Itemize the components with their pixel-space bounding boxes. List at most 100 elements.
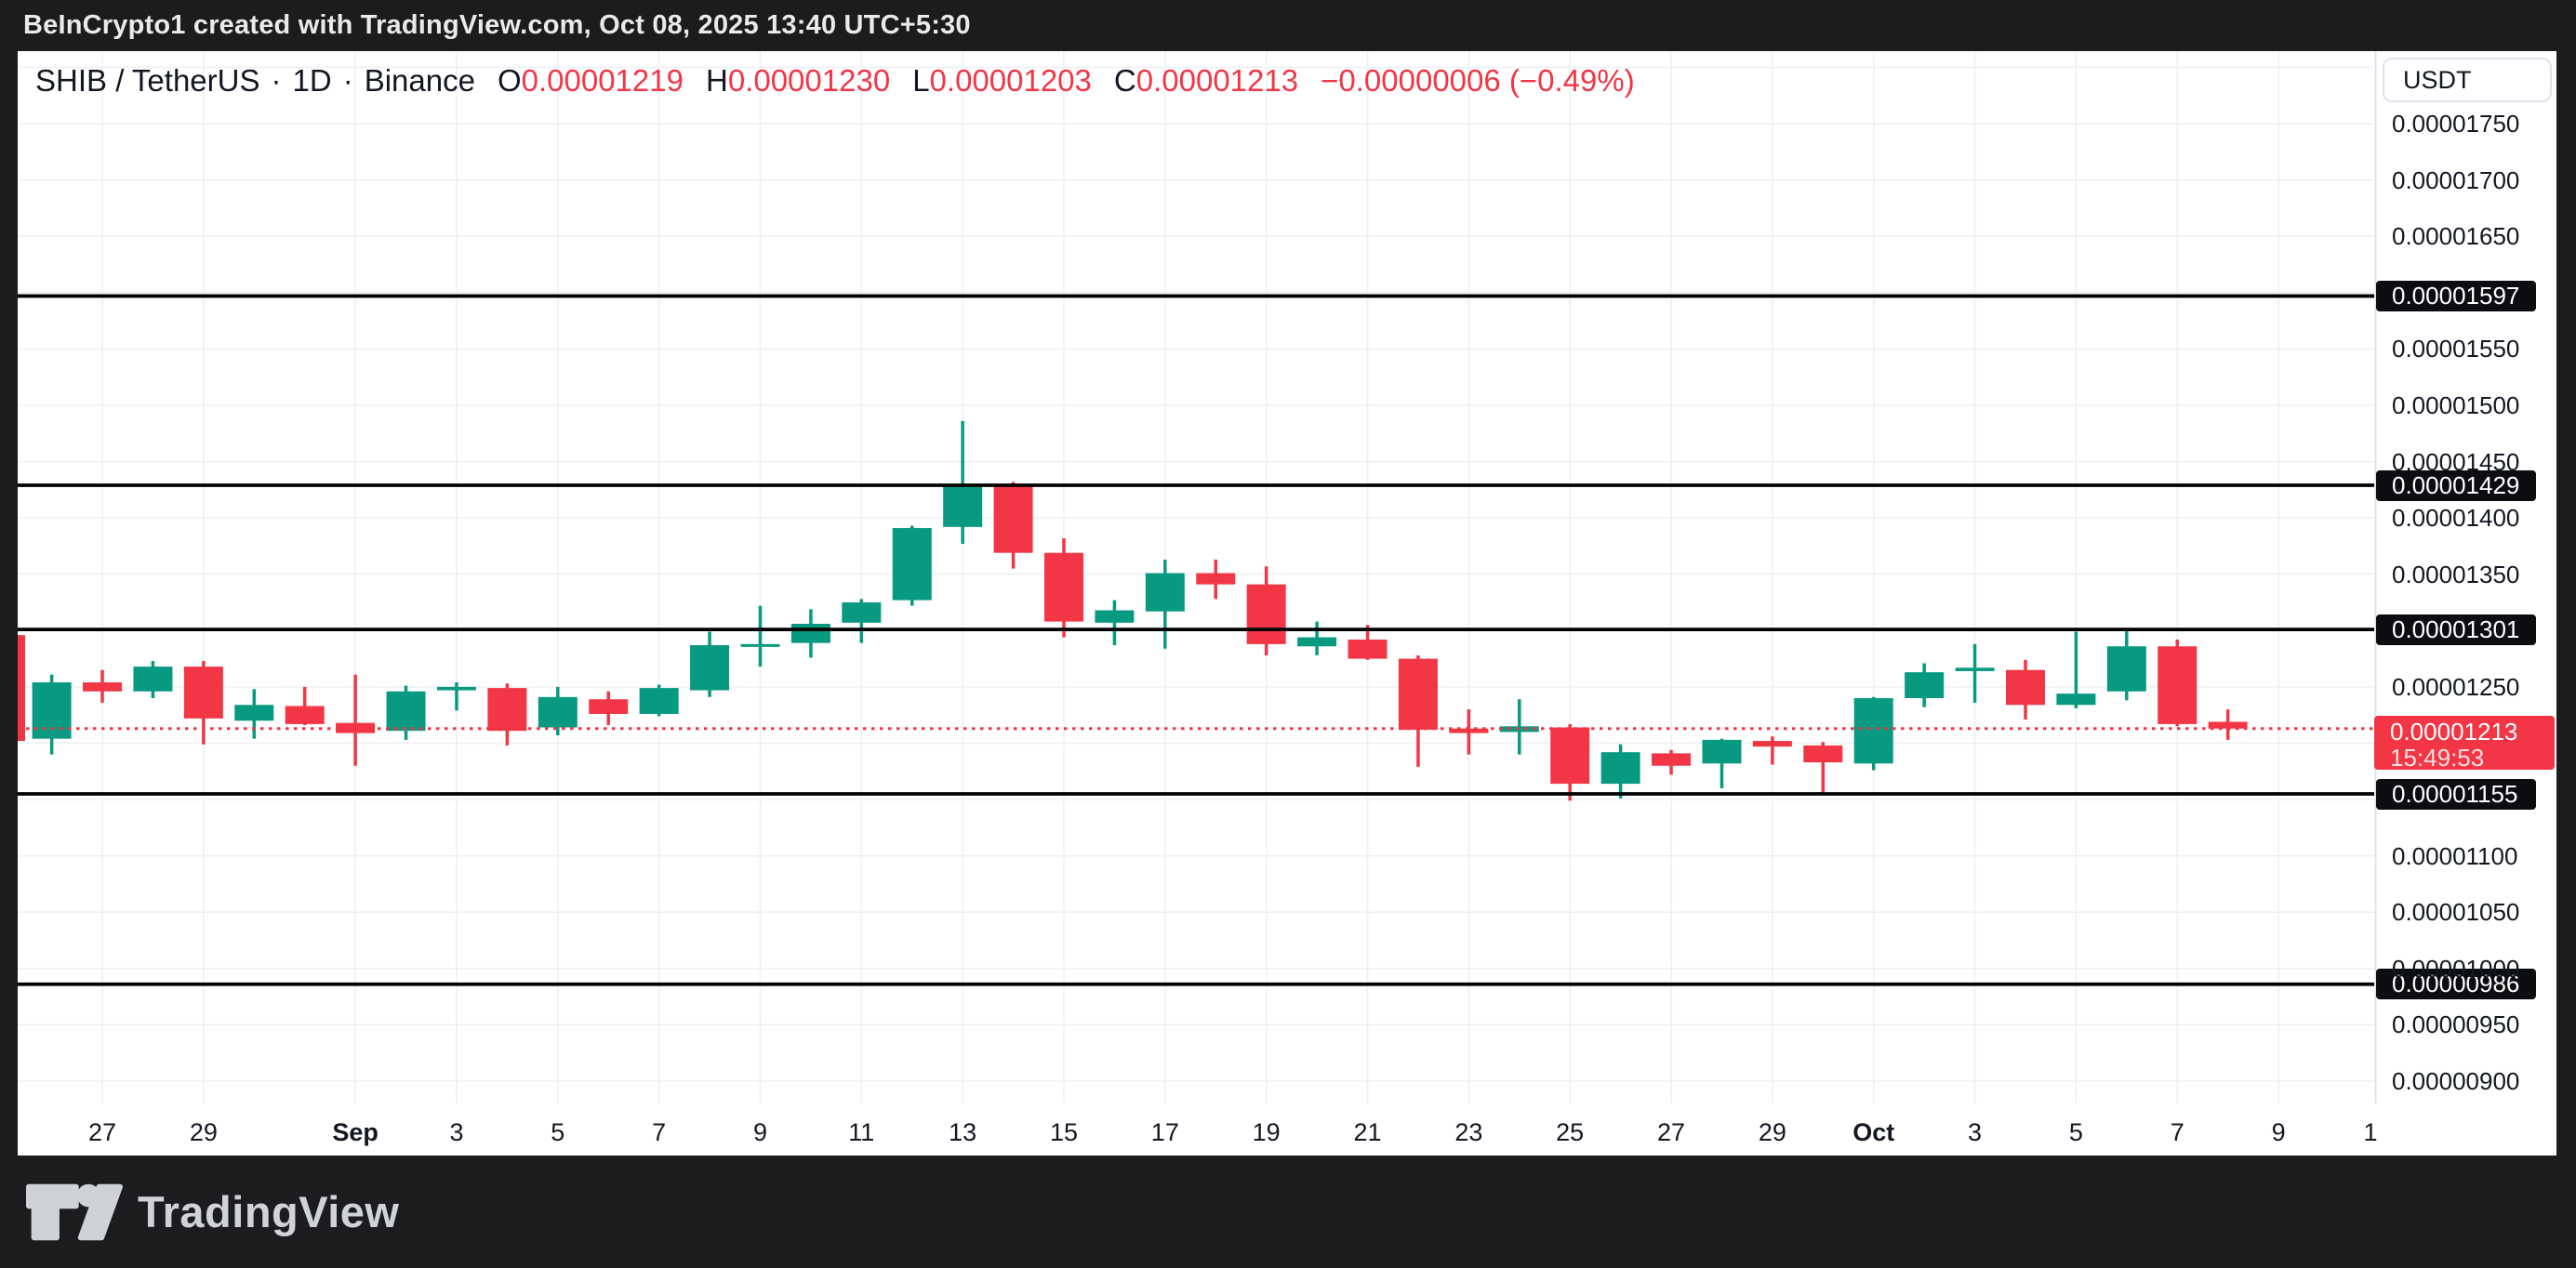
candle-sep3 <box>436 686 476 691</box>
tradingview-logo[interactable]: TradingView <box>26 1183 400 1241</box>
price-tick-label: 0.00001400 <box>2392 504 2520 533</box>
candle-oct8 <box>2208 721 2248 729</box>
time-tick-label: 29 <box>189 1118 218 1146</box>
candle-oct7 <box>2158 646 2198 724</box>
time-tick-label: 3 <box>1968 1118 1983 1146</box>
time-tick-label: 29 <box>1758 1118 1786 1146</box>
chart-pane[interactable] <box>18 51 2556 1156</box>
candle-aug29 <box>183 667 223 719</box>
time-tick-label: 7 <box>2170 1118 2184 1146</box>
time-tick-label: 23 <box>1454 1118 1483 1146</box>
candle-sep22 <box>1398 658 1438 730</box>
candle-aug28 <box>133 667 173 692</box>
price-tick-label: 0.00001450 <box>2392 447 2520 476</box>
time-tick-label: 11 <box>848 1118 875 1146</box>
candle-sep23 <box>1449 728 1489 733</box>
time-tick-label: 19 <box>1252 1118 1281 1146</box>
time-tick-label: 25 <box>1556 1118 1585 1146</box>
candle-aug26 <box>32 682 72 739</box>
price-tick-label: 0.00001000 <box>2392 954 2520 983</box>
ohlc-close: C0.00001213 <box>1113 63 1299 98</box>
time-tick-label: Sep <box>332 1118 378 1146</box>
candle-sep27 <box>1652 753 1692 766</box>
price-level-badge: 0.00000986 <box>2376 969 2536 1000</box>
candle-oct6 <box>2106 646 2146 692</box>
price-tick-label: 0.00001250 <box>2392 672 2520 701</box>
candles-group <box>18 420 2248 801</box>
watermark-text: BeInCrypto1 created with TradingView.com… <box>23 10 971 40</box>
candle-sep12 <box>892 528 932 601</box>
candle-sep9 <box>740 643 780 647</box>
candle-sep6 <box>589 699 629 714</box>
ohlc-high: H0.00001230 <box>705 63 891 98</box>
candle-sep30 <box>1803 745 1843 763</box>
time-tick-label: Oct <box>1852 1118 1895 1146</box>
candle-sep29 <box>1752 741 1792 747</box>
candle-oct1 <box>1853 698 1893 764</box>
price-tick-label: 0.00001050 <box>2392 898 2520 927</box>
candle-sep14 <box>993 485 1033 553</box>
time-tick-label: 1 <box>2363 1118 2378 1146</box>
price-tick-label: 0.00001750 <box>2392 110 2520 139</box>
candle-sep25 <box>1550 727 1590 785</box>
time-tick-label: 13 <box>949 1118 977 1146</box>
exchange-label[interactable]: Binance <box>364 63 475 98</box>
candle-sep20 <box>1297 637 1337 647</box>
candle-sep26 <box>1600 752 1640 785</box>
time-tick-label: 5 <box>551 1118 565 1146</box>
candle-sep24 <box>1499 726 1539 733</box>
time-tick-label: 21 <box>1353 1118 1382 1146</box>
candle-sep13 <box>943 483 983 527</box>
time-tick-label: 7 <box>652 1118 667 1146</box>
candle-sep8 <box>690 645 730 691</box>
candle-sep7 <box>639 688 679 714</box>
price-tick-label: 0.00001650 <box>2392 222 2520 251</box>
time-tick-label: 17 <box>1150 1118 1179 1146</box>
candle-sep18 <box>1196 573 1236 585</box>
current-price-time: 15:49:53 <box>2390 743 2485 772</box>
price-tick-label: 0.00001100 <box>2392 841 2518 870</box>
title-bar: BeInCrypto1 created with TradingView.com… <box>0 0 2576 51</box>
candle-sep4 <box>487 688 527 732</box>
candle-aug25 <box>18 635 25 742</box>
ohlc-low: L0.00001203 <box>912 63 1092 98</box>
price-tick-label: 0.00000900 <box>2392 1066 2520 1095</box>
time-tick-label: 15 <box>1049 1118 1079 1146</box>
candle-oct2 <box>1905 672 1945 699</box>
candle-oct4 <box>2005 669 2045 706</box>
candle-oct5 <box>2056 693 2096 706</box>
candle-sep2 <box>386 691 426 732</box>
price-tick-label: 0.00001550 <box>2392 335 2520 363</box>
time-tick-label: 27 <box>87 1118 117 1146</box>
current-price-value: 0.00001213 <box>2390 717 2518 746</box>
time-tick-label: 5 <box>2068 1118 2083 1146</box>
candle-sep15 <box>1044 552 1083 622</box>
time-tick-label: 27 <box>1657 1118 1686 1146</box>
candle-aug30 <box>234 705 274 721</box>
symbol-button[interactable]: SHIB / TetherUS <box>35 63 260 98</box>
candle-sep21 <box>1348 640 1388 659</box>
candle-aug31 <box>285 706 325 724</box>
candle-oct3 <box>1955 667 1995 671</box>
price-tick-label: 0.00000950 <box>2392 1010 2520 1039</box>
candle-sep28 <box>1702 739 1742 764</box>
interval-button[interactable]: 1D <box>292 63 332 98</box>
candle-sep19 <box>1246 584 1286 644</box>
time-tick-label: 9 <box>2271 1118 2286 1146</box>
currency-button[interactable]: USDT <box>2383 58 2552 102</box>
price-tick-label: 0.00001500 <box>2392 390 2520 419</box>
change-readout: −0.00000006 (−0.49%) <box>1321 63 1635 98</box>
price-level-badge: 0.00001155 <box>2376 778 2536 810</box>
header-separator: · <box>342 63 353 98</box>
price-tick-label: 0.00001350 <box>2392 560 2520 588</box>
price-level-badge: 0.00001597 <box>2376 280 2536 311</box>
time-tick-label: 9 <box>752 1118 767 1146</box>
candle-sep11 <box>842 602 882 623</box>
price-level-badge: 0.00001429 <box>2376 469 2536 501</box>
candle-sep10 <box>790 624 830 643</box>
candle-sep5 <box>538 696 578 728</box>
header-separator: · <box>271 63 282 98</box>
price-tick-label: 0.00001700 <box>2392 165 2520 194</box>
